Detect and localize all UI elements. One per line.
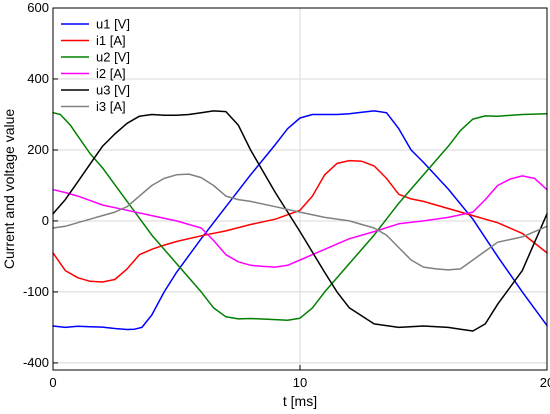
x-tick-label: 10 [293, 375, 307, 390]
y-tick-label: -400 [23, 355, 49, 370]
y-tick-label: 600 [27, 0, 49, 15]
legend-label: u2 [V] [96, 50, 130, 65]
y-tick-label: 400 [27, 71, 49, 86]
series-line-u3 [52, 110, 548, 332]
legend-label: u1 [V] [96, 17, 130, 32]
series-lines [52, 110, 548, 332]
x-axis-label: t [ms] [283, 393, 317, 409]
y-tick-label: 0 [42, 213, 49, 228]
axis-ticks: 0 10 20 600 400 200 0 -100 -400 [23, 0, 550, 390]
series-line-i1 [52, 159, 548, 283]
series-line-i2 [52, 175, 548, 268]
x-tick-label: 0 [49, 375, 56, 390]
y-tick-label: -100 [23, 284, 49, 299]
y-tick-label: 200 [27, 142, 49, 157]
series-line-u2 [52, 111, 548, 322]
y-axis-label: Current and voltage value [1, 109, 17, 270]
legend: u1 [V]i1 [A] u2 [V]i2 [A] u3 [V]i3 [A] [61, 17, 130, 114]
series-line-u1 [52, 110, 548, 331]
legend-label: i3 [A] [96, 99, 126, 114]
series-line-i3 [52, 173, 548, 271]
x-tick-label: 20 [540, 375, 550, 390]
legend-label: u3 [V] [96, 83, 130, 98]
legend-label: i2 [A] [96, 66, 126, 81]
legend-label: i1 [A] [96, 33, 126, 48]
